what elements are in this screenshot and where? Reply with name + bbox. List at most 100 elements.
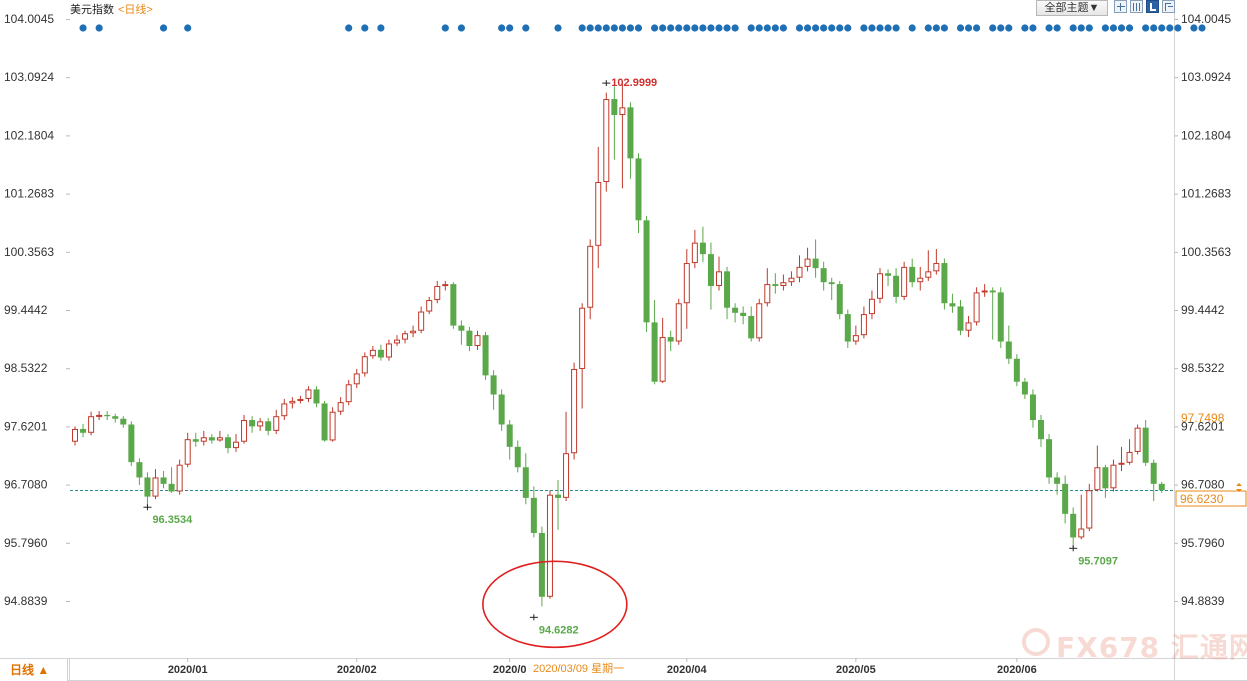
theme-dropdown-button[interactable]: 全部主题▼ xyxy=(1036,0,1108,16)
split-view-icon[interactable] xyxy=(1130,0,1143,13)
event-marker-dot xyxy=(594,24,602,32)
candle-body xyxy=(281,403,288,417)
event-marker-dot xyxy=(457,24,465,32)
event-marker-dot xyxy=(683,24,691,32)
extreme-value-label: 96.3534 xyxy=(152,514,193,526)
candle-body xyxy=(120,418,127,425)
candle-body xyxy=(442,284,449,287)
candle-body xyxy=(1118,462,1125,465)
candle xyxy=(1029,389,1036,428)
event-marker-dot xyxy=(1158,24,1166,32)
candle-body xyxy=(329,411,336,441)
candle-body xyxy=(732,307,739,313)
candle xyxy=(563,411,570,502)
candle-body xyxy=(651,322,658,382)
candle xyxy=(369,346,376,359)
export-icon[interactable] xyxy=(1162,0,1175,13)
candle xyxy=(691,229,698,269)
candle-body xyxy=(80,428,87,433)
candle-body xyxy=(828,282,835,285)
candle-body xyxy=(1134,427,1141,452)
candle-body xyxy=(555,494,561,498)
y-tick-label-right: 104.0045 xyxy=(1181,12,1231,26)
candle-body xyxy=(788,277,795,283)
candle-body xyxy=(257,421,264,427)
event-marker-dot xyxy=(79,24,87,32)
event-marker-dot xyxy=(554,24,562,32)
candle-body xyxy=(1126,451,1133,463)
candle-body xyxy=(136,462,143,478)
panel-toggle-icon[interactable] xyxy=(1146,0,1159,13)
event-marker-dot xyxy=(1045,24,1053,32)
event-marker-dot xyxy=(731,24,739,32)
candle xyxy=(361,352,368,377)
candle xyxy=(241,414,248,444)
event-marker-dot xyxy=(667,24,675,32)
candle-body xyxy=(450,284,457,326)
candle-body xyxy=(1070,513,1077,538)
candle-body xyxy=(289,400,296,404)
event-marker-dot xyxy=(747,24,755,32)
watermark-logo-icon xyxy=(1022,628,1050,656)
candle xyxy=(514,440,521,473)
candle xyxy=(1062,475,1069,524)
candle xyxy=(402,330,409,344)
candle xyxy=(885,269,892,287)
candle xyxy=(1110,459,1117,492)
candle-body xyxy=(241,420,248,442)
y-tick-label-right: 94.8839 xyxy=(1181,594,1225,608)
candle-body xyxy=(410,330,417,334)
event-marker-dot xyxy=(763,24,771,32)
event-marker-dot xyxy=(610,24,618,32)
event-marker-dot xyxy=(1053,24,1061,32)
candle xyxy=(1070,507,1077,548)
grid-icon[interactable] xyxy=(1114,0,1127,13)
event-marker-dot xyxy=(820,24,828,32)
event-marker-dot xyxy=(1029,24,1037,32)
y-tick-label-right: 98.5322 xyxy=(1181,361,1225,375)
event-marker-dot xyxy=(884,24,892,32)
candle-body xyxy=(675,303,682,342)
candle xyxy=(120,416,127,428)
candle xyxy=(184,432,191,468)
y-tick-label-right: 102.1804 xyxy=(1181,128,1231,142)
candle xyxy=(216,430,223,442)
candle-body xyxy=(716,271,722,287)
event-marker-dot xyxy=(1117,24,1126,32)
price-arrow-icon xyxy=(1236,483,1242,493)
candle-body xyxy=(563,453,570,498)
candle-body xyxy=(860,314,867,336)
event-marker-dot xyxy=(908,24,916,32)
period-selector-tab[interactable]: 日线 ▲ xyxy=(0,659,68,681)
candle-body xyxy=(184,439,191,465)
event-marker-dot xyxy=(634,24,643,32)
candle xyxy=(860,306,867,339)
candle-body xyxy=(72,428,78,442)
candle xyxy=(933,249,940,275)
candle-body xyxy=(1005,341,1012,359)
event-marker-dot xyxy=(707,24,715,32)
candle xyxy=(128,421,135,466)
candle xyxy=(555,480,561,530)
candle-body xyxy=(756,303,763,339)
candle-body xyxy=(933,263,940,272)
x-tick-label: 2020/06 xyxy=(997,664,1037,676)
x-tick-label: 2020/02 xyxy=(337,664,377,676)
event-marker-dot xyxy=(964,24,973,32)
candle xyxy=(506,420,513,460)
y-tick-label-left: 101.2683 xyxy=(4,187,54,201)
candle-body xyxy=(643,220,650,323)
candle xyxy=(699,226,706,262)
event-marker-dot xyxy=(715,24,723,32)
candle-body xyxy=(200,437,207,442)
event-marker-dot xyxy=(836,24,844,32)
candle-body xyxy=(973,292,980,323)
event-marker-dot xyxy=(868,24,876,32)
extreme-value-label: 95.7097 xyxy=(1078,555,1118,567)
candle-body xyxy=(224,437,231,449)
y-tick-label-right: 100.3563 xyxy=(1181,245,1231,259)
event-marker-dot xyxy=(803,24,812,32)
candle xyxy=(418,306,425,334)
y-tick-label-right: 97.6201 xyxy=(1181,419,1225,433)
